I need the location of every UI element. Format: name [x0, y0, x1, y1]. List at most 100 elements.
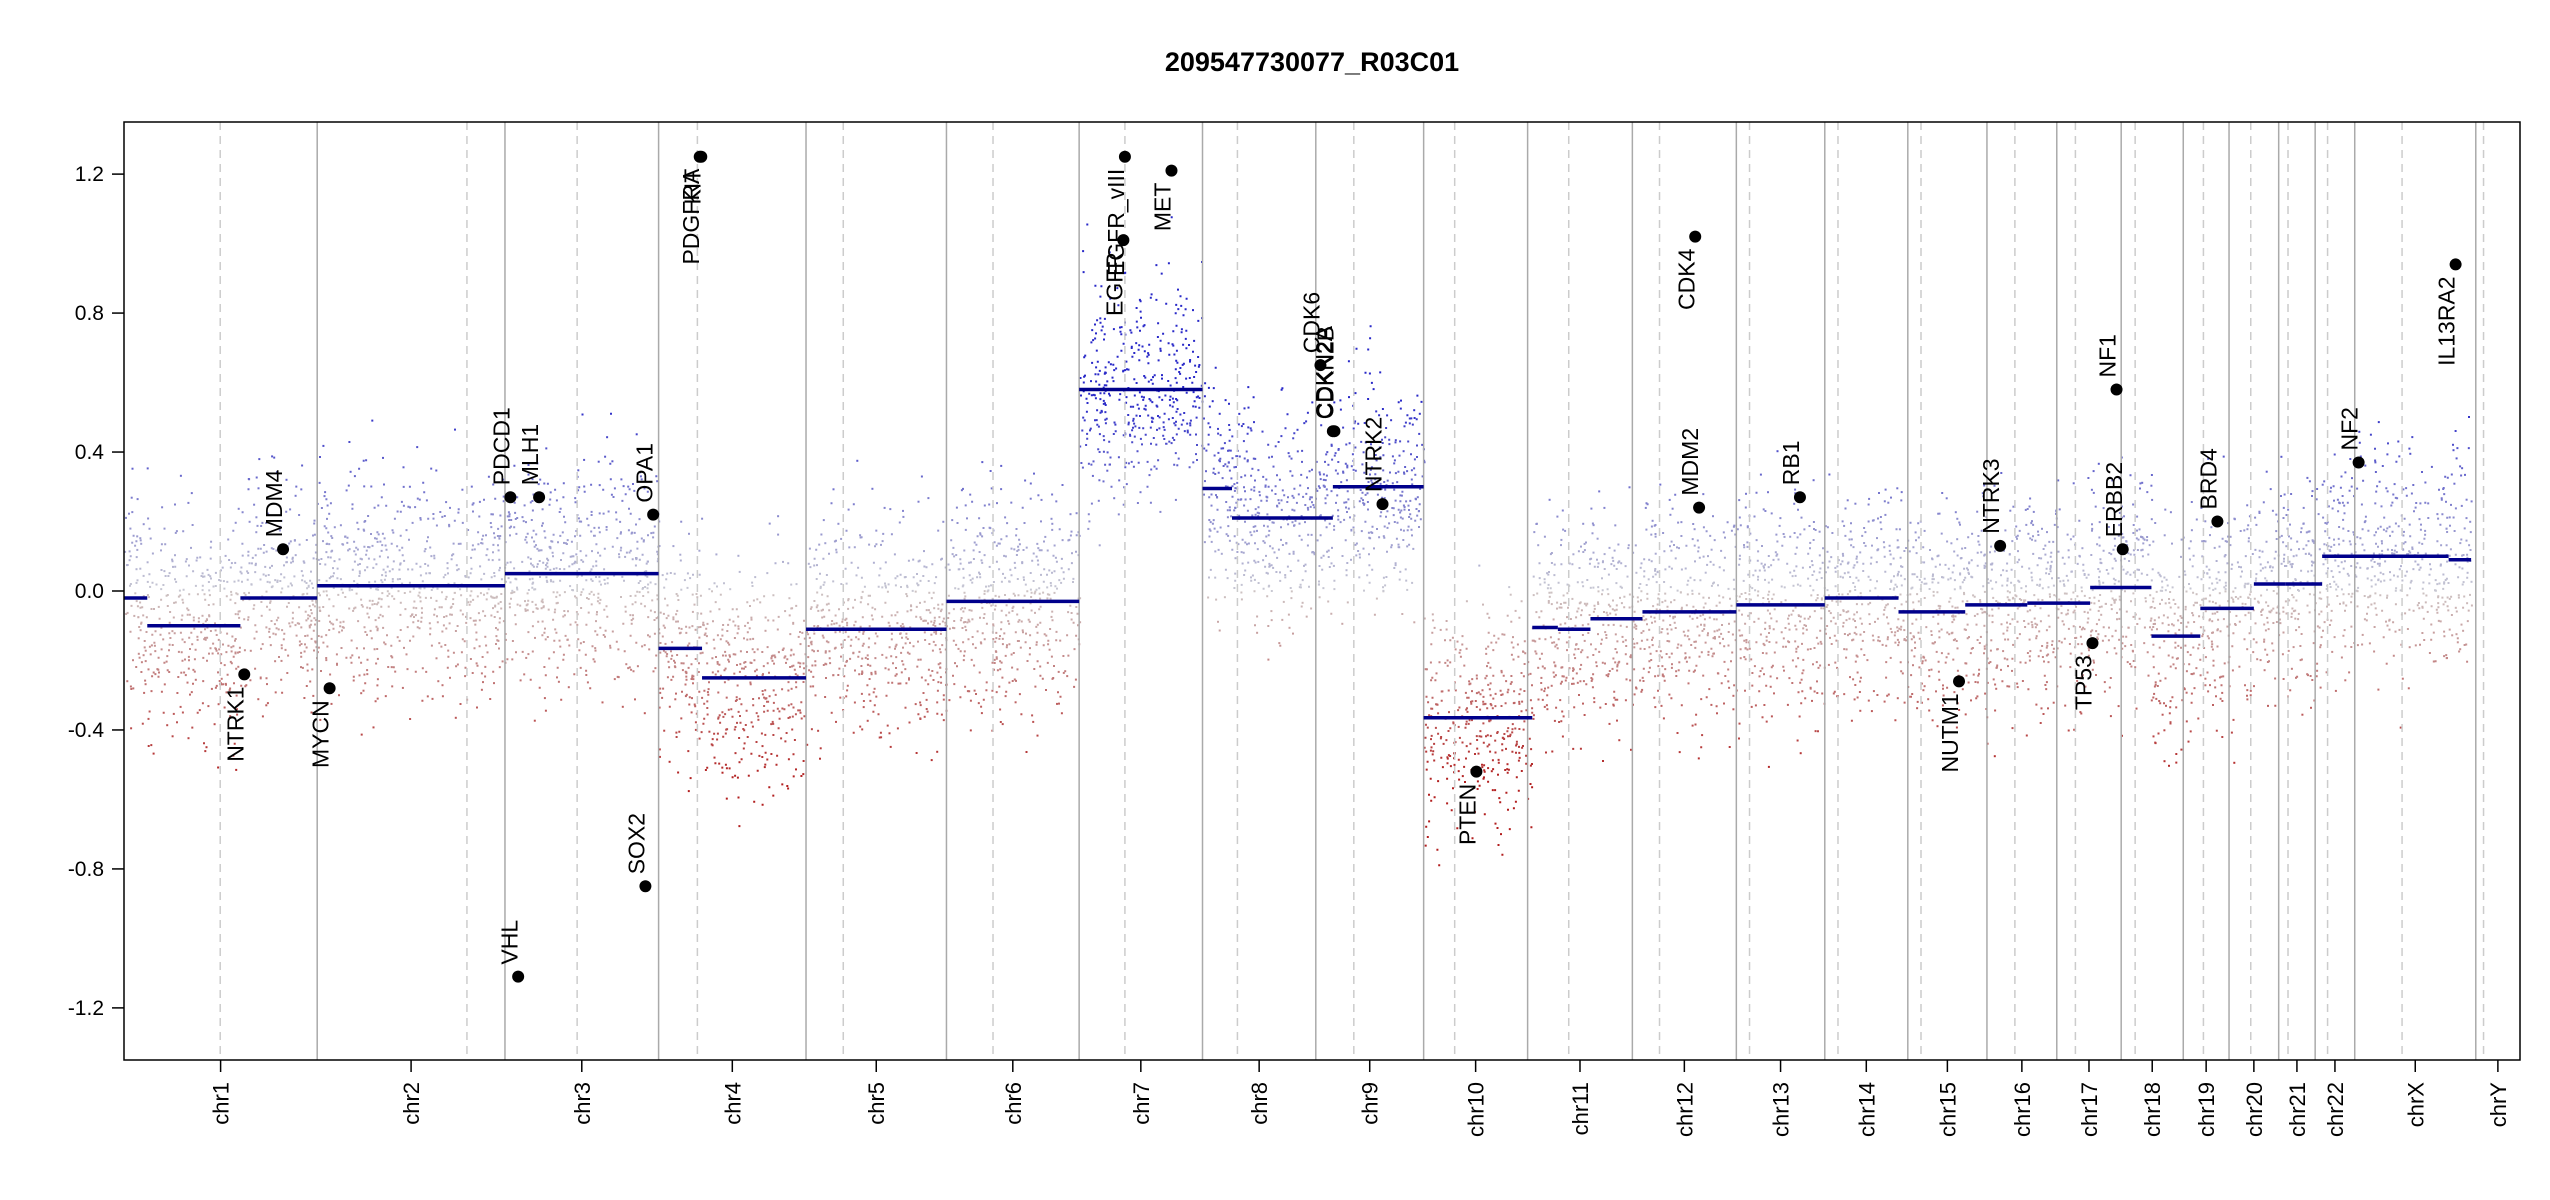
probe-point-group [1643, 570, 1659, 574]
probe-point-group [966, 689, 994, 693]
probe-point-group [579, 550, 659, 553]
probe-point-group [2363, 617, 2425, 621]
probe-point-group [241, 580, 306, 583]
probe-point-group [1208, 576, 1229, 580]
probe-point-group [1247, 386, 1284, 399]
probe-point-group [663, 626, 691, 630]
segment-lines [124, 387, 2472, 720]
probe-point-group [978, 550, 1077, 553]
probe-point-group [508, 602, 643, 606]
probe-point-group [2294, 617, 2300, 621]
probe-point-group [2036, 583, 2055, 587]
probe-point-group [538, 560, 659, 563]
gene-point [639, 880, 652, 893]
probe-point-group [346, 536, 496, 539]
probe-point-group [1753, 664, 1798, 668]
probe-point-group [1592, 586, 1641, 589]
probe-point-group [2378, 480, 2427, 484]
probe-point-group [2336, 594, 2428, 597]
probe-point-group [2388, 628, 2409, 631]
probe-point-group [516, 586, 647, 589]
probe-point-group [325, 497, 497, 501]
y-tick-label: 1.2 [75, 163, 104, 186]
probe-point-group [1824, 570, 1900, 574]
probe-point-group [666, 572, 689, 575]
probe-point-group [1738, 609, 1816, 613]
probe-point-group [541, 601, 637, 604]
probe-point-group [725, 783, 790, 828]
probe-point-group [2298, 625, 2319, 629]
probe-point-group [1256, 548, 1280, 551]
probe-point-group [264, 574, 304, 577]
probe-point-group [1237, 498, 1283, 502]
probe-point-group [1333, 400, 1423, 404]
probe-point-group [1809, 686, 1812, 690]
probe-point-group [1651, 644, 1730, 647]
probe-point-group [373, 505, 451, 509]
probe-point-group [666, 652, 702, 655]
probe-point-group [1825, 606, 1887, 609]
probe-point-group [168, 620, 200, 624]
probe-point-group [381, 615, 496, 618]
probe-point-group [2201, 634, 2230, 638]
probe-point-group [1675, 669, 1696, 673]
probe-point-group [568, 564, 637, 568]
probe-point-group [288, 622, 301, 625]
probe-point-group [341, 590, 443, 594]
probe-point-group [1132, 426, 1165, 429]
probe-point-group [824, 650, 942, 654]
probe-point-group [325, 550, 426, 554]
probe-point-group [1475, 674, 1513, 677]
probe-point-group [703, 717, 803, 720]
probe-point-group [1662, 531, 1725, 534]
probe-point-group [755, 740, 787, 743]
probe-point-group [719, 721, 753, 724]
probe-point-group [154, 673, 229, 676]
probe-point-group [1607, 603, 1618, 607]
probe-point-group [2221, 537, 2250, 540]
probe-point-group [155, 583, 165, 586]
probe-point-group [824, 696, 845, 699]
probe-point-group [665, 654, 688, 658]
probe-point-group [579, 641, 638, 645]
chromosome-label: chr2 [399, 1082, 424, 1125]
probe-point-group [1842, 625, 1899, 629]
probe-point-group [545, 578, 625, 582]
probe-point-group [377, 533, 487, 537]
probe-point-group [1267, 584, 1310, 588]
probe-point-group [661, 696, 704, 700]
probe-point-group [1337, 508, 1410, 512]
probe-point-group [737, 710, 781, 713]
probe-point-group [551, 551, 631, 555]
probe-point-group [1828, 609, 1845, 613]
probe-point-group [2342, 601, 2440, 605]
probe-point-group [2006, 626, 2027, 629]
probe-point-group [706, 621, 795, 625]
probe-point-group [256, 524, 282, 528]
gene-point [1693, 501, 1706, 514]
probe-point-group [2098, 544, 2151, 547]
probe-point-group [668, 705, 697, 708]
probe-point-group [171, 558, 231, 562]
probe-point-group [336, 662, 478, 666]
chromosome-label: chr10 [1464, 1082, 1489, 1137]
probe-point-group [705, 627, 779, 631]
probe-point-group [712, 619, 805, 623]
probe-point-group [881, 586, 909, 589]
probe-point-group [1471, 677, 1478, 681]
probe-point-group [271, 584, 310, 588]
probe-point-group [2155, 590, 2195, 594]
probe-point-group [1577, 550, 1585, 553]
probe-point-group [1987, 525, 2018, 528]
probe-point-group [300, 666, 304, 669]
probe-point-group [324, 563, 507, 567]
probe-point-group [1744, 658, 1805, 661]
probe-point-group [1589, 557, 1593, 561]
probe-point-group [371, 599, 438, 603]
probe-point-group [810, 605, 918, 609]
probe-point-group [1268, 519, 1327, 522]
probe-point-group [1660, 704, 1718, 708]
probe-point-group [1336, 472, 1406, 476]
probe-point-group [1102, 434, 1165, 438]
probe-point-group [1649, 652, 1715, 655]
